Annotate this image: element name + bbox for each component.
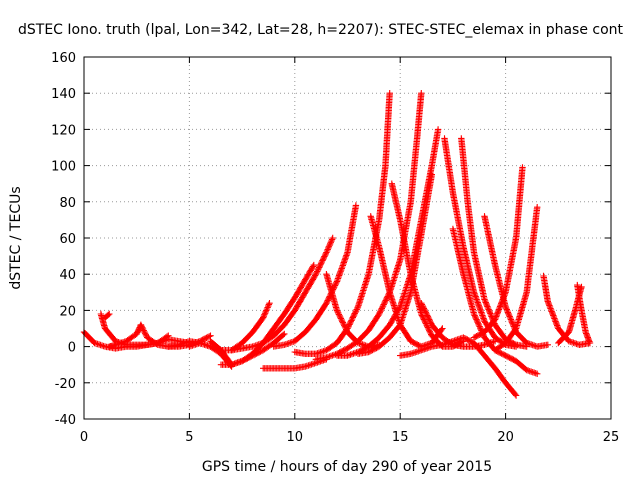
- data-point-markers: [470, 164, 526, 341]
- data-series-track: [397, 334, 520, 399]
- y-tick-label: 160: [51, 51, 76, 66]
- y-tick-label: 80: [59, 196, 76, 211]
- data-point-markers: [449, 225, 541, 377]
- data-point-markers: [540, 272, 594, 348]
- y-axis-title: dSTEC / TECUs: [8, 186, 24, 289]
- data-point-markers: [101, 310, 113, 321]
- chart-title: dSTEC Iono. truth (lpal, Lon=342, Lat=28…: [18, 22, 624, 38]
- data-point-markers: [228, 234, 336, 354]
- x-tick-label: 15: [392, 430, 409, 445]
- data-point-markers: [323, 271, 383, 350]
- data-series-track: [312, 90, 425, 363]
- data-series-track: [458, 135, 530, 350]
- x-axis-title: GPS time / hours of day 290 of year 2015: [202, 459, 492, 475]
- data-series-track: [491, 204, 541, 354]
- y-tick-label: 0: [68, 341, 76, 356]
- data-series-track: [106, 321, 145, 350]
- data-point-markers: [458, 135, 530, 350]
- ticks: -40 -20 0 20 40 60 80 100 120 140 160 0 5 10 15 20 25: [51, 51, 619, 445]
- grid: [84, 57, 611, 419]
- data-series-track: [101, 310, 113, 321]
- x-tick-label: 25: [603, 430, 620, 445]
- y-tick-label: 60: [59, 232, 76, 247]
- x-tick-label: 0: [80, 430, 88, 445]
- x-tick-label: 20: [497, 430, 514, 445]
- data-series-track: [291, 90, 393, 357]
- data-series-track: [323, 271, 383, 350]
- x-tick-label: 5: [185, 430, 193, 445]
- y-tick-label: 100: [51, 160, 76, 175]
- data-point-markers: [397, 334, 520, 399]
- data-point-markers: [491, 204, 541, 354]
- data-point-markers: [291, 90, 393, 357]
- y-tick-label: 140: [51, 87, 76, 102]
- data-series-track: [367, 213, 446, 350]
- data-point-markers: [270, 202, 360, 350]
- data-series-track: [470, 164, 526, 341]
- x-tick-label: 10: [287, 430, 304, 445]
- data-point-markers: [574, 281, 594, 347]
- data-point-markers: [312, 90, 425, 363]
- y-tick-label: 40: [59, 268, 76, 283]
- data-series-track: [574, 281, 594, 347]
- data-series-track: [449, 225, 541, 377]
- data-point-markers: [367, 213, 446, 350]
- data-points: [80, 90, 594, 399]
- y-tick-label: 120: [51, 123, 76, 138]
- data-series-track: [270, 202, 360, 350]
- data-series-track: [228, 234, 336, 354]
- data-point-markers: [441, 135, 520, 350]
- data-point-markers: [106, 321, 145, 350]
- data-series-track: [441, 135, 520, 350]
- y-tick-label: -40: [55, 413, 76, 428]
- y-tick-label: 20: [59, 304, 76, 319]
- y-tick-label: -20: [55, 377, 76, 392]
- data-series-track: [540, 272, 594, 348]
